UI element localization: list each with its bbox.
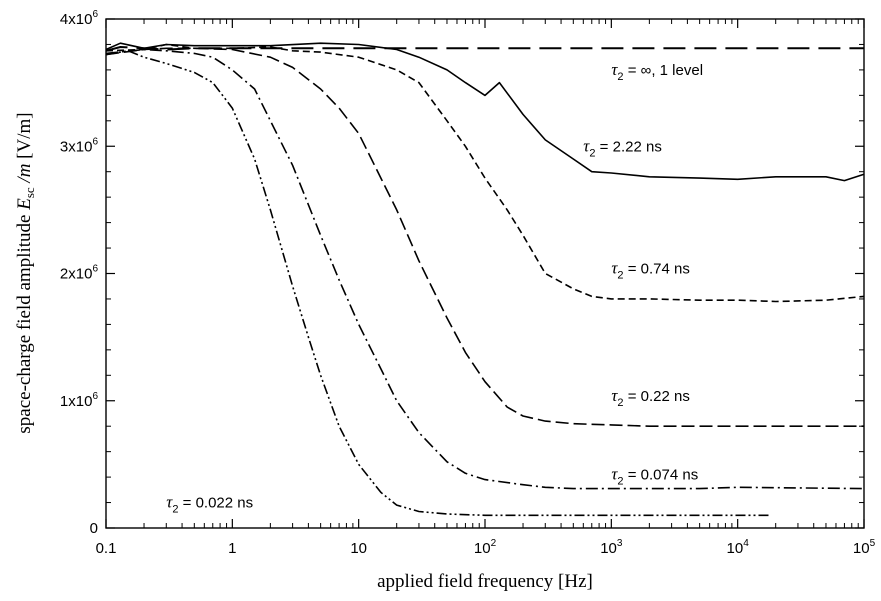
series-label-3: τ2 = 0.22 ns: [611, 386, 690, 409]
series-line-5: [105, 50, 770, 517]
y-tick-label: 3x106: [60, 136, 99, 155]
series-labels: τ2 = ∞, 1 level τ2 = 2.22 ns τ2 = 0.74 ns τ…: [166, 60, 703, 516]
series-label-2: τ2 = 0.74 ns: [611, 259, 690, 282]
series-line-4: [105, 48, 865, 490]
y-axis-ticks: 0 1x106 2x106 3x106 4x106: [60, 9, 864, 537]
y-tick-label: 4x106: [60, 9, 99, 28]
y-axis-title: space-charge field amplitude Esc /m [V/m…: [14, 112, 37, 433]
x-tick-label: 104: [727, 538, 750, 557]
x-tick-label: 103: [600, 538, 623, 557]
y-axis-title-unit: [V/m]: [14, 112, 35, 163]
x-tick-label: 102: [474, 538, 497, 557]
series-line-2: [105, 43, 865, 303]
series-lines: [105, 42, 865, 517]
series-line-1: [105, 42, 865, 182]
x-axis-ticks: 0.1 1 10 102 103 104 105: [96, 19, 876, 557]
x-axis-title: applied field frequency [Hz]: [377, 571, 593, 592]
y-axis-title-prefix: space-charge field amplitude: [14, 210, 35, 434]
series-label-5: τ2 = 0.022 ns: [166, 493, 253, 516]
y-axis-title-subscript: sc: [22, 187, 37, 198]
y-tick-label: 0: [90, 520, 98, 537]
x-tick-label: 0.1: [96, 540, 117, 557]
series-label-1: τ2 = 2.22 ns: [583, 136, 662, 159]
y-axis-title-symbol: E: [14, 198, 35, 211]
y-tick-label: 2x106: [60, 264, 99, 283]
x-tick-label: 1: [228, 540, 236, 557]
x-tick-label: 105: [853, 538, 876, 557]
series-label-0: τ2 = ∞, 1 level: [611, 60, 703, 83]
y-tick-label: 1x106: [60, 391, 99, 410]
series-line-3: [105, 47, 864, 427]
y-axis-title-divisor: /m: [14, 164, 35, 188]
series-label-4: τ2 = 0.074 ns: [611, 465, 698, 488]
x-tick-label: 10: [350, 540, 367, 557]
